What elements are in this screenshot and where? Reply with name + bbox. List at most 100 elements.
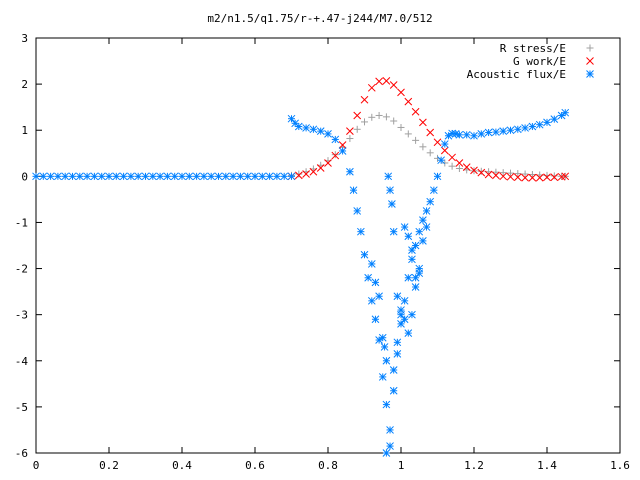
data-point <box>273 172 281 181</box>
y-tick-label: 3 <box>21 32 28 45</box>
data-point <box>382 449 391 457</box>
data-point <box>386 186 394 195</box>
data-point <box>470 166 478 175</box>
data-point <box>440 140 449 148</box>
x-tick-label: 1.4 <box>537 459 557 472</box>
data-point <box>412 136 420 144</box>
data-point <box>477 130 486 138</box>
data-point <box>411 107 420 116</box>
data-point <box>353 111 362 120</box>
data-point <box>411 273 420 282</box>
data-point <box>364 273 373 282</box>
data-point <box>68 172 77 181</box>
data-point <box>535 120 544 129</box>
data-point <box>404 232 413 241</box>
data-point <box>422 223 431 231</box>
data-point <box>415 264 424 273</box>
data-point <box>97 172 106 181</box>
data-point <box>280 172 289 181</box>
legend-marker <box>586 70 594 78</box>
data-point <box>46 172 55 181</box>
data-point <box>499 127 508 135</box>
data-point <box>543 173 551 182</box>
data-point <box>378 373 387 381</box>
data-point <box>185 172 194 181</box>
x-tick-label: 1.2 <box>464 459 484 472</box>
data-point <box>349 186 358 195</box>
data-point <box>221 172 230 181</box>
data-point <box>433 138 442 147</box>
data-point <box>346 135 354 143</box>
data-point <box>561 108 570 117</box>
x-tick-label: 0.6 <box>245 459 265 472</box>
data-point <box>400 315 409 324</box>
data-point <box>75 172 84 181</box>
data-point <box>408 310 416 319</box>
y-tick-label: -1 <box>15 216 28 229</box>
data-point <box>368 113 376 121</box>
data-point <box>514 170 522 178</box>
data-point <box>455 164 463 172</box>
data-point <box>521 124 529 132</box>
data-point <box>397 123 405 131</box>
data-point <box>295 170 303 178</box>
data-point <box>404 130 412 138</box>
data-point <box>440 146 449 155</box>
series-0 <box>288 111 569 180</box>
data-point <box>331 135 340 144</box>
data-point <box>521 173 529 182</box>
data-point <box>411 241 420 250</box>
data-point <box>384 172 393 181</box>
x-tick-label: 0.8 <box>318 459 338 472</box>
data-point <box>543 118 551 127</box>
chart-title: m2/n1.5/q1.75/r-+.47-j244/M7.0/512 <box>207 12 432 25</box>
data-point <box>513 125 522 134</box>
data-point <box>214 172 223 181</box>
data-point <box>390 117 398 125</box>
data-point <box>331 151 340 160</box>
x-tick-label: 0.2 <box>99 459 119 472</box>
data-point <box>251 172 259 181</box>
data-point <box>360 95 369 104</box>
legend-label: Acoustic flux/E <box>467 68 566 81</box>
data-point <box>404 329 413 337</box>
data-point <box>433 172 442 181</box>
x-tick-label: 1 <box>398 459 405 472</box>
data-point <box>441 159 449 167</box>
data-point <box>492 168 500 176</box>
data-point <box>499 169 507 177</box>
data-point <box>148 172 157 181</box>
data-point <box>561 172 570 181</box>
data-point <box>389 366 398 374</box>
data-point <box>382 113 390 121</box>
data-point <box>477 168 486 177</box>
data-point <box>243 172 252 181</box>
data-point <box>302 170 310 178</box>
data-point <box>419 237 427 245</box>
data-point <box>400 296 409 305</box>
y-tick-label: -3 <box>15 309 28 322</box>
data-point <box>236 172 245 181</box>
plot-frame <box>35 37 621 454</box>
data-point <box>393 292 402 301</box>
data-point <box>119 172 128 181</box>
data-point <box>141 172 150 181</box>
data-point <box>429 186 438 195</box>
data-point <box>415 227 424 236</box>
data-point <box>324 159 332 167</box>
data-point <box>397 310 405 319</box>
data-point <box>389 227 398 236</box>
data-point <box>492 171 500 180</box>
data-point <box>477 167 485 175</box>
data-point <box>499 172 508 181</box>
data-point <box>506 172 515 181</box>
y-tick-label: 0 <box>21 170 28 183</box>
data-point <box>375 111 383 119</box>
data-point <box>437 156 446 165</box>
data-point <box>353 207 362 215</box>
y-tick-label: -4 <box>15 355 29 368</box>
data-point <box>32 172 40 181</box>
